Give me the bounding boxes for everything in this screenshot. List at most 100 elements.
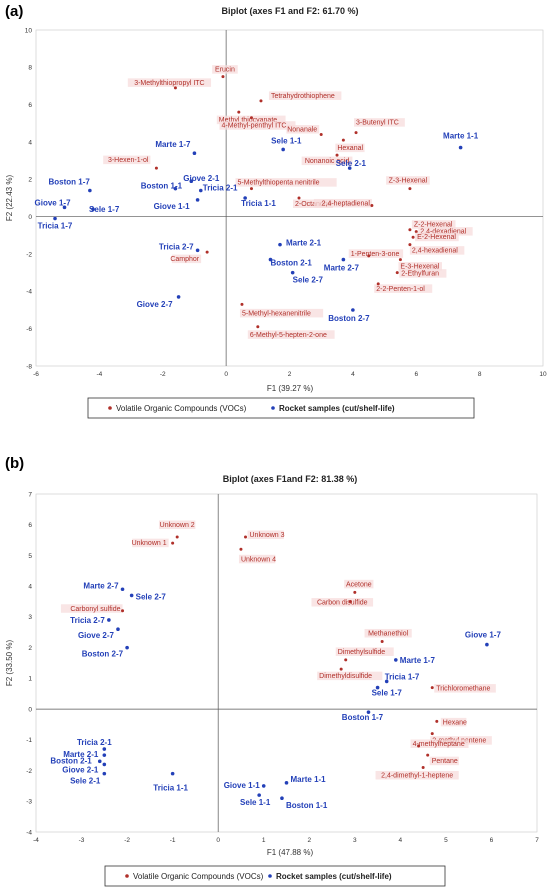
y-tick-label: -6: [26, 326, 32, 333]
panel-label: (a): [5, 3, 23, 20]
sample-label: Tricia 1-7: [38, 222, 73, 231]
voc-point: [339, 667, 343, 671]
sample-point: [176, 295, 181, 299]
voc-label-bg: [354, 118, 405, 127]
voc-label-bg: [219, 121, 296, 130]
sample-point: [88, 188, 92, 193]
sample-label: Boston 2-7: [328, 314, 370, 323]
x-tick-label: 7: [535, 837, 539, 844]
x-tick-label: 4: [399, 837, 403, 844]
voc-label-bg: [293, 199, 334, 208]
voc-label: 3-Methylthiopropyl ITC: [134, 80, 204, 87]
legend-voc-label: Volatile Organic Compounds (VOCs): [133, 872, 264, 881]
voc-label-bg: [317, 671, 383, 681]
sample-label: Boston 1-1: [286, 801, 328, 810]
sample-series: Marte 2-7 Sele 2-7 Tricia 2-7 Giove 2-7 Bost…: [50, 581, 501, 810]
sample-label: Tricia 1-1: [153, 784, 188, 793]
voc-label: E-2-Hexenal: [417, 234, 456, 241]
voc-point: [414, 230, 418, 234]
voc-label-bg: [364, 628, 412, 638]
voc-label: Dimethyldisulfide: [319, 673, 372, 680]
voc-label: Trichloromethane: [436, 686, 490, 693]
x-tick-label: 6: [414, 371, 418, 378]
voc-label: 2-Octanone: [295, 201, 332, 208]
y-tick-label: -2: [26, 768, 32, 775]
sample-label: Marte 1-7: [400, 656, 436, 665]
sample-label: Boston 1-7: [49, 178, 91, 187]
sample-point: [125, 645, 129, 650]
voc-label-bg: [418, 227, 473, 236]
voc-point: [435, 719, 439, 723]
x-tick-label: 3: [353, 837, 357, 844]
y-tick-label: 2: [28, 177, 32, 184]
sample-label: Sele 1-7: [372, 689, 403, 698]
voc-label-bg: [440, 717, 467, 727]
sample-label: Giove 2-7: [137, 300, 174, 309]
legend-sample-marker: [271, 406, 275, 410]
sample-series: Marte 1-7 Sele 1-1 Marte 1-1 Sele 2-1 Giove …: [35, 132, 479, 323]
sample-label: Marte 2-7: [83, 581, 119, 590]
sample-label: Boston 1-1: [141, 182, 183, 191]
sample-point: [290, 270, 295, 275]
chart-title: Biplot (axes F1and F2: 81.38 %): [223, 474, 358, 484]
sample-point: [243, 196, 247, 200]
x-tick-label: -4: [96, 371, 102, 378]
voc-label-bg: [212, 65, 238, 74]
voc-point: [256, 325, 260, 329]
voc-label: 2,4-dimethyl-1-heptene: [381, 772, 453, 779]
sample-label: Tricia 2-1: [203, 184, 238, 193]
sample-point: [458, 145, 463, 150]
sample-label: Sele 2-1: [336, 159, 367, 168]
voc-label: 2,4-hexadienal: [412, 248, 458, 255]
y-tick-label: -2: [26, 251, 32, 258]
sample-point: [278, 242, 282, 247]
voc-label-bg: [158, 520, 196, 530]
voc-label: 5-Methylthiopenta nenitrile: [237, 180, 319, 187]
sample-label: Sele 1-7: [89, 205, 120, 214]
voc-label-bg: [235, 178, 337, 187]
y-tick-label: -1: [26, 737, 32, 744]
sample-point: [120, 587, 125, 592]
x-tick-label: 4: [351, 371, 355, 378]
voc-label-bg: [311, 598, 374, 607]
y-tick-label: 0: [28, 706, 32, 713]
voc-label: Carbon disulfide: [317, 600, 368, 607]
voc-label-bg: [247, 330, 335, 339]
voc-label-bg: [103, 155, 151, 165]
voc-label-bg: [386, 176, 430, 185]
panel-a: (a) Biplot (axes F1 and F2: 61.70 %) -6 -4 -…: [5, 3, 547, 419]
voc-series: Unknown 2 Unknown 3 Unknown 1 Unknown 4 Acet…: [60, 520, 496, 780]
voc-label-bg: [238, 554, 276, 564]
voc-point: [121, 609, 125, 613]
sample-label: Sele 2-1: [70, 777, 101, 786]
voc-label-bg: [335, 647, 394, 656]
voc-label: Dimethylsulfide: [338, 649, 386, 656]
voc-label: Acetone: [346, 581, 372, 588]
sample-point: [195, 248, 200, 253]
voc-label: Methanethiol: [368, 630, 409, 637]
voc-point: [421, 765, 425, 769]
sample-label: Marte 1-7: [155, 140, 191, 149]
sample-point: [284, 781, 289, 785]
voc-label: Camphor: [170, 256, 199, 263]
voc-label: 3-Butenyl ITC: [356, 120, 399, 127]
sample-point: [97, 759, 102, 764]
voc-label-bg: [216, 115, 286, 125]
sample-point: [198, 188, 203, 193]
voc-label: 6-Methyl-5-hepten-2-one: [250, 332, 327, 339]
voc-point: [417, 744, 421, 748]
voc-point: [411, 235, 415, 239]
sample-label: Tricia 2-7: [70, 616, 105, 625]
voc-label: Carbonyl sulfide: [70, 606, 120, 613]
voc-label: Unknown 1: [132, 540, 167, 547]
sample-point: [257, 793, 261, 797]
voc-label-bg: [434, 684, 496, 693]
y-tick-label: 4: [28, 583, 32, 590]
chart-title: Biplot (axes F1 and F2: 61.70 %): [221, 6, 358, 16]
sample-point: [116, 627, 120, 631]
voc-label-bg: [247, 530, 284, 540]
sample-point: [102, 771, 107, 776]
panel-b: (b) Biplot (axes F1and F2: 81.38 %) -4 -3 -2…: [5, 455, 539, 887]
sample-label: Marte 2-7: [324, 264, 360, 273]
